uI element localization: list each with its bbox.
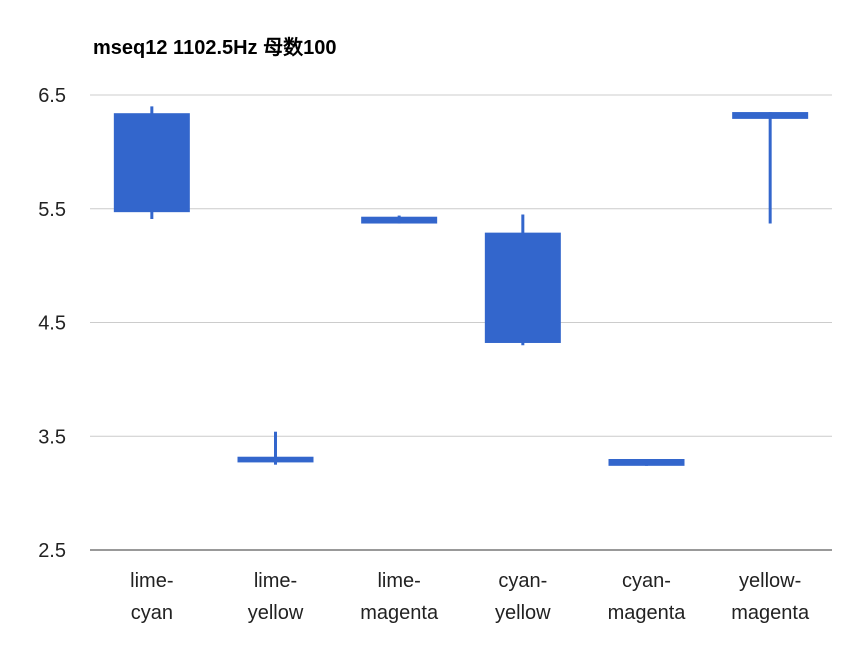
y-tick-label: 3.5 xyxy=(38,426,66,448)
x-tick-label: lime-cyan xyxy=(130,570,173,624)
x-tick-label: cyan-magenta xyxy=(608,570,687,624)
y-tick-label: 5.5 xyxy=(38,199,66,221)
candle-body xyxy=(732,112,809,119)
candle-body xyxy=(113,113,190,213)
candle-body xyxy=(361,216,438,224)
y-tick-label: 4.5 xyxy=(38,313,66,335)
candle-body xyxy=(484,232,561,343)
x-tick-label: lime-yellow xyxy=(248,570,304,624)
x-tick-label: cyan-yellow xyxy=(495,570,551,624)
candle-body xyxy=(237,456,314,463)
x-tick-label: yellow-magenta xyxy=(731,570,810,624)
y-tick-label: 6.5 xyxy=(38,85,66,107)
x-tick-label: lime-magenta xyxy=(360,570,439,624)
chart-title: mseq12 1102.5Hz 母数100 xyxy=(93,37,337,59)
candle-body xyxy=(608,459,685,466)
y-tick-label: 2.5 xyxy=(38,540,66,562)
